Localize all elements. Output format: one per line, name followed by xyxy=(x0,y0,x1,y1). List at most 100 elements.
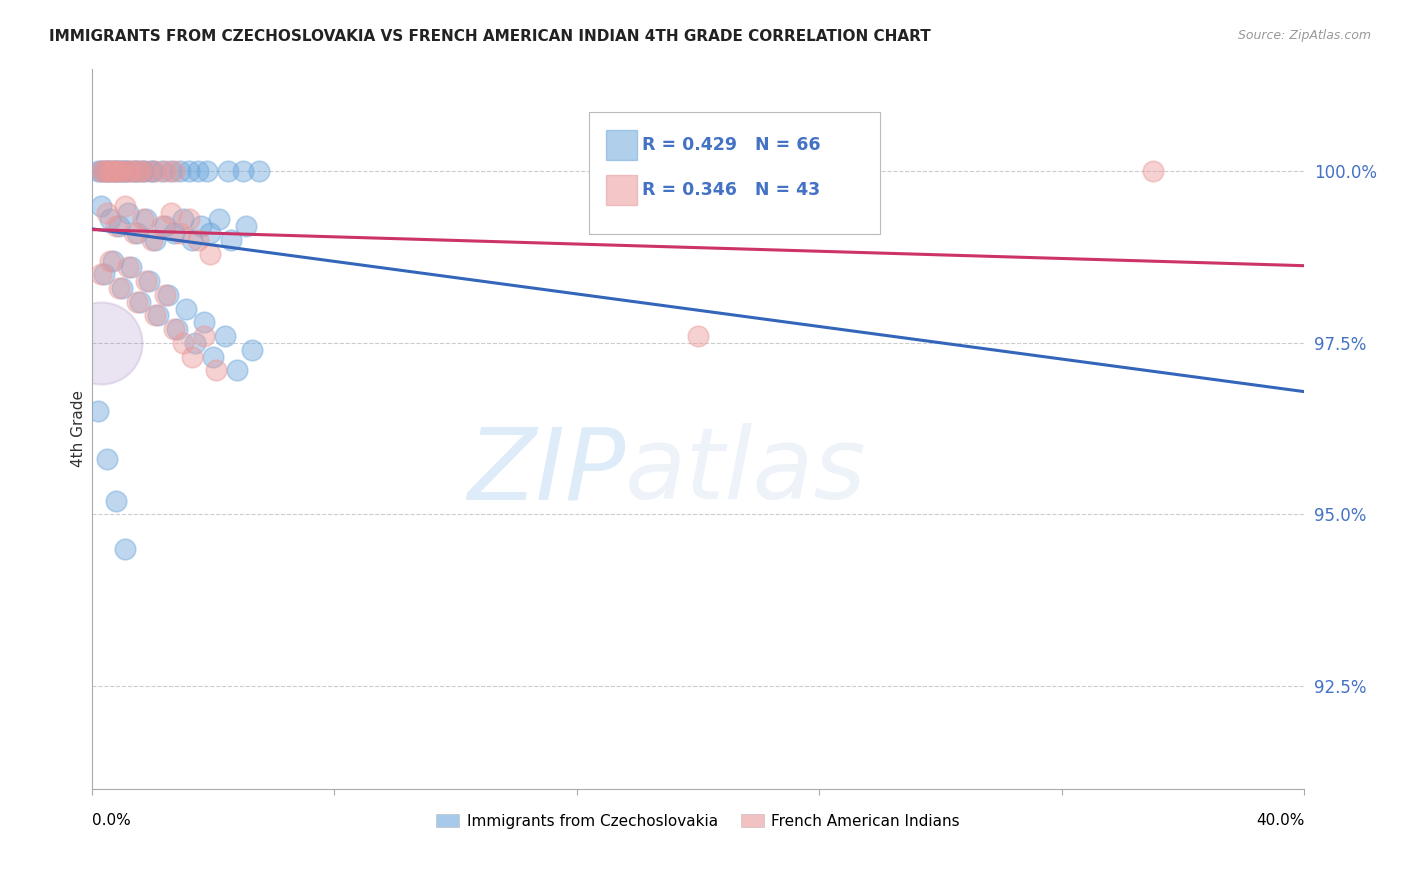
Point xyxy=(101,253,124,268)
Point xyxy=(114,164,136,178)
Point xyxy=(159,205,181,219)
Point xyxy=(90,335,112,350)
Point xyxy=(195,164,218,178)
Point xyxy=(169,164,191,178)
Point xyxy=(93,267,115,281)
Point xyxy=(98,164,121,178)
Point xyxy=(235,219,257,234)
Point xyxy=(145,233,167,247)
Point xyxy=(174,301,197,316)
Point xyxy=(98,212,121,227)
Point xyxy=(101,164,124,178)
Point xyxy=(172,335,194,350)
Text: 40.0%: 40.0% xyxy=(1256,813,1305,828)
Point xyxy=(129,294,152,309)
Point xyxy=(101,164,124,178)
Point xyxy=(148,309,170,323)
Point xyxy=(217,164,239,178)
Point xyxy=(214,329,236,343)
Point xyxy=(127,164,149,178)
Point xyxy=(132,212,155,227)
FancyBboxPatch shape xyxy=(606,175,637,205)
Text: 0.0%: 0.0% xyxy=(91,813,131,828)
Point xyxy=(105,164,128,178)
Point xyxy=(108,164,131,178)
Point xyxy=(219,233,242,247)
Point xyxy=(242,343,264,357)
Point xyxy=(150,219,173,234)
Point xyxy=(180,233,202,247)
Point xyxy=(127,294,149,309)
Point xyxy=(90,164,112,178)
Point xyxy=(90,164,112,178)
Point xyxy=(122,226,145,240)
Point xyxy=(145,164,167,178)
FancyBboxPatch shape xyxy=(589,112,880,234)
Point xyxy=(114,541,136,556)
Point xyxy=(108,219,131,234)
Point xyxy=(177,164,200,178)
Point xyxy=(177,212,200,227)
Point xyxy=(1142,164,1164,178)
Point xyxy=(169,226,191,240)
Point xyxy=(153,164,176,178)
Point xyxy=(122,164,145,178)
Point xyxy=(208,212,231,227)
Point xyxy=(132,164,155,178)
Point xyxy=(190,219,212,234)
Point xyxy=(105,493,128,508)
Point xyxy=(205,363,228,377)
Legend: Immigrants from Czechoslovakia, French American Indians: Immigrants from Czechoslovakia, French A… xyxy=(430,807,966,835)
Point xyxy=(145,309,167,323)
Point xyxy=(184,335,207,350)
Point xyxy=(90,267,112,281)
Text: R = 0.346   N = 43: R = 0.346 N = 43 xyxy=(643,181,820,199)
Point xyxy=(159,164,181,178)
Point xyxy=(180,350,202,364)
Point xyxy=(117,164,139,178)
Point xyxy=(187,164,209,178)
Point xyxy=(198,226,221,240)
Point xyxy=(96,164,118,178)
Point xyxy=(90,199,112,213)
Point xyxy=(141,164,163,178)
Text: IMMIGRANTS FROM CZECHOSLOVAKIA VS FRENCH AMERICAN INDIAN 4TH GRADE CORRELATION C: IMMIGRANTS FROM CZECHOSLOVAKIA VS FRENCH… xyxy=(49,29,931,44)
Point xyxy=(98,253,121,268)
Point xyxy=(96,452,118,467)
Point xyxy=(98,164,121,178)
FancyBboxPatch shape xyxy=(606,129,637,160)
Text: ZIP: ZIP xyxy=(467,423,626,520)
Point xyxy=(120,260,142,275)
Point xyxy=(108,281,131,295)
Point xyxy=(141,164,163,178)
Point xyxy=(686,329,709,343)
Point xyxy=(114,164,136,178)
Point xyxy=(135,274,157,288)
Point xyxy=(156,288,179,302)
Point xyxy=(150,164,173,178)
Point xyxy=(232,164,254,178)
Point xyxy=(138,274,160,288)
Point xyxy=(247,164,270,178)
Point xyxy=(172,212,194,227)
Point xyxy=(187,233,209,247)
Point xyxy=(111,164,134,178)
Point xyxy=(153,219,176,234)
Text: atlas: atlas xyxy=(626,423,868,520)
Point xyxy=(105,219,128,234)
Point xyxy=(198,246,221,260)
Point xyxy=(117,164,139,178)
Point xyxy=(127,164,149,178)
Text: Source: ZipAtlas.com: Source: ZipAtlas.com xyxy=(1237,29,1371,42)
Point xyxy=(162,164,184,178)
Point xyxy=(105,164,128,178)
Point xyxy=(193,329,215,343)
Point xyxy=(120,164,142,178)
Point xyxy=(93,164,115,178)
Point xyxy=(135,164,157,178)
Point xyxy=(111,281,134,295)
Point xyxy=(122,164,145,178)
Point xyxy=(87,164,110,178)
Point xyxy=(162,226,184,240)
Point xyxy=(117,205,139,219)
